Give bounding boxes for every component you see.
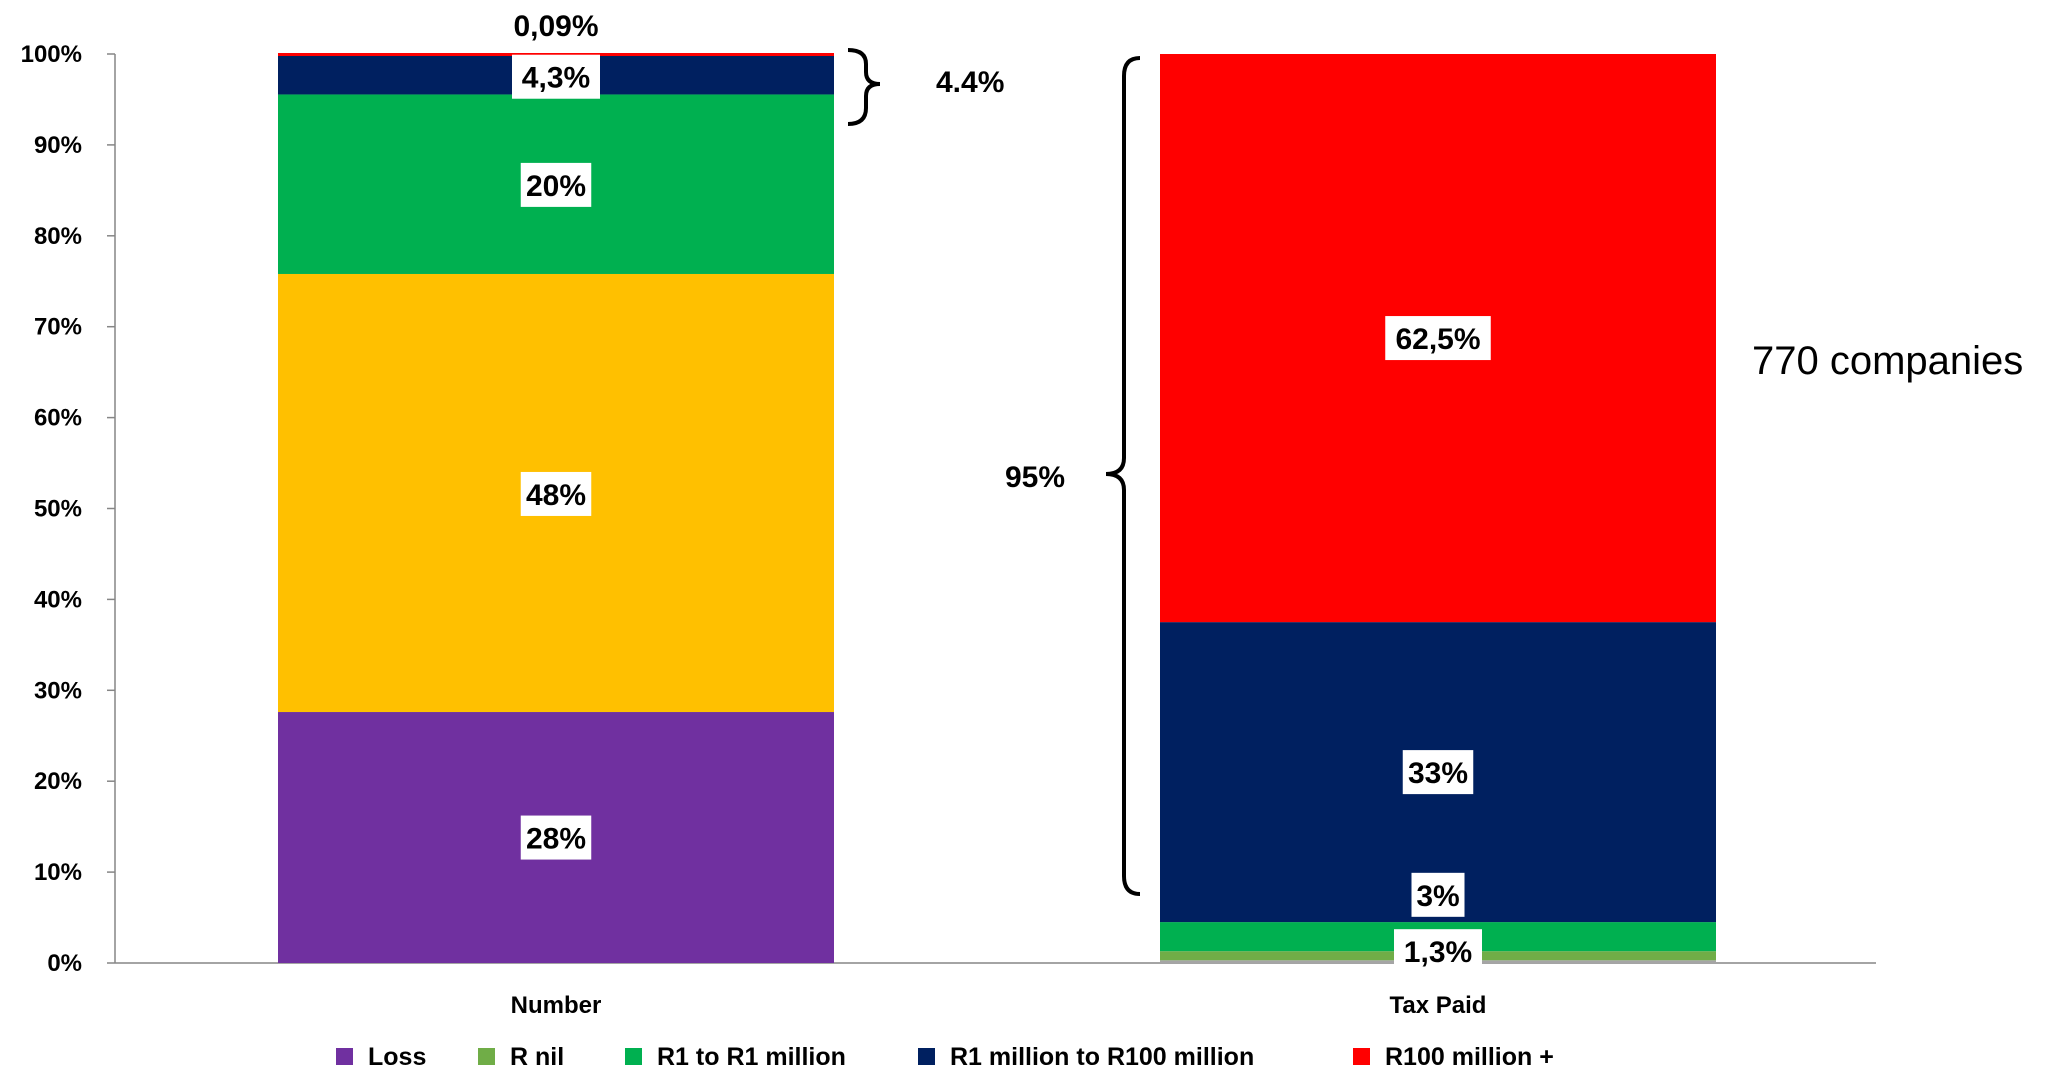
data-label-box [1394, 929, 1482, 974]
number-bracket [847, 48, 881, 126]
y-tick-label: 100% [21, 41, 82, 68]
taxpaid-bracket [1105, 56, 1141, 896]
data-label-text: 48% [526, 479, 586, 512]
data-label-text: 33% [1408, 757, 1468, 790]
legend-item: R nil [478, 1043, 564, 1066]
y-tick-label: 60% [34, 405, 82, 432]
number-bracket-label: 4.4% [936, 66, 1004, 99]
data-label-text: 0,09% [513, 10, 598, 43]
data-label: 28% [520, 815, 592, 860]
data-label-text: 62,5% [1395, 323, 1480, 356]
y-tick-label: 40% [34, 586, 82, 613]
data-label: 20% [520, 162, 592, 207]
data-label: 33% [1402, 750, 1474, 795]
legend-label: R1 million to R100 million [950, 1043, 1254, 1066]
legend-item: R100 million + [1353, 1043, 1554, 1066]
y-tick-label: 70% [34, 314, 82, 341]
y-tick-label: 80% [34, 223, 82, 250]
data-label: 4,3% [512, 54, 600, 99]
bar-segment [278, 53, 834, 56]
data-label-box [1402, 750, 1474, 795]
y-tick-label: 0% [47, 950, 82, 977]
legend-label: Loss [368, 1043, 426, 1066]
x-tick-label: Number [511, 992, 602, 1019]
legend-item: Loss [336, 1043, 426, 1066]
legend-swatch [625, 1048, 642, 1065]
legend-item: R1 to R1 million [625, 1043, 846, 1066]
legend: Loss R nil R1 to R1 million R1 million to R… [336, 1043, 1554, 1066]
data-label-text: 20% [526, 170, 586, 203]
data-label: 48% [520, 471, 592, 516]
data-label: 3% [1411, 872, 1465, 917]
y-tick-label: 30% [34, 677, 82, 704]
legend-item: R1 million to R100 million [918, 1043, 1254, 1066]
data-label-text: 1,3% [1404, 936, 1472, 969]
taxpaid-bracket-label: 95% [1005, 461, 1065, 494]
legend-swatch [1353, 1048, 1370, 1065]
annotations: 4.4% 95% 770 companies [847, 48, 2023, 896]
x-tick-label: Tax Paid [1390, 992, 1487, 1019]
data-label: 1,3% [1394, 929, 1482, 974]
data-labels: 28% 48% 20% 4,3% 0,09% 62,5% 33% 3% 1,3% [512, 10, 1491, 974]
legend-label: R100 million + [1385, 1043, 1554, 1066]
side-note: 770 companies [1752, 339, 2023, 383]
data-label: 0,09% [513, 10, 598, 43]
data-label-box [520, 815, 592, 860]
legend-swatch [478, 1048, 495, 1065]
axes: 0% 10% 20% 30% 40% 50% 60% 70% 80% 90% 100% Number T… [21, 41, 1876, 1019]
data-label-box [512, 54, 600, 99]
data-label: 62,5% [1385, 316, 1491, 361]
legend-label: R1 to R1 million [657, 1043, 846, 1066]
data-label-box [520, 162, 592, 207]
y-tick-label: 20% [34, 768, 82, 795]
data-label-box [1385, 316, 1491, 361]
legend-label: R nil [510, 1043, 564, 1066]
data-label-text: 3% [1416, 880, 1459, 913]
bars [278, 53, 1716, 963]
y-tick-label: 10% [34, 859, 82, 886]
legend-swatch [336, 1048, 353, 1065]
data-label-box [1411, 872, 1465, 917]
data-label-text: 28% [526, 823, 586, 856]
y-tick-label: 50% [34, 496, 82, 523]
data-label-text: 4,3% [522, 62, 590, 95]
legend-swatch [918, 1048, 935, 1065]
data-label-box [520, 471, 592, 516]
y-tick-label: 90% [34, 132, 82, 159]
